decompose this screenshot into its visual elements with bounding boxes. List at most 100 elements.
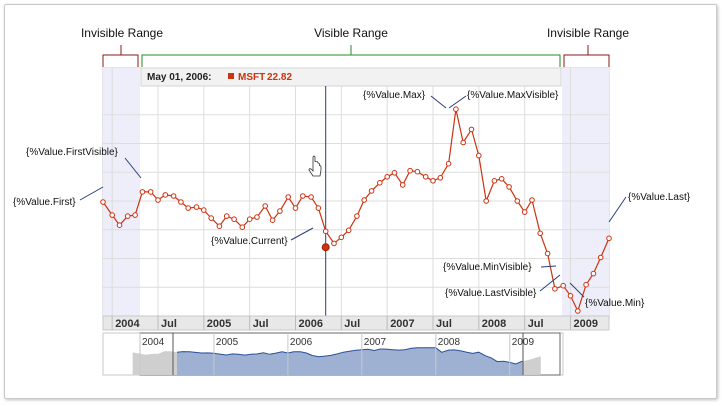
annotation-value-last-visible: {%Value.LastVisible} [445,288,537,299]
data-point [201,207,207,213]
x-tick-label: Jul [344,318,360,330]
annotation-value-last: {%Value.Last} [628,192,691,203]
data-point [170,193,177,199]
data-point [590,270,597,277]
annotation-value-current: {%Value.Current} [211,236,288,247]
series-markers [100,106,612,314]
annotation-value-min-visible: {%Value.MinVisible} [443,262,532,273]
legend-series-name: MSFT [238,72,265,83]
data-point [537,230,544,237]
data-point [399,182,406,188]
x-tick-label: 2006 [299,318,323,330]
x-tick-label: 2009 [574,318,598,330]
x-tick-label: Jul [436,318,452,330]
data-point [606,235,612,242]
data-point [597,254,604,261]
annotation-value-max-visible: {%Value.MaxVisible} [467,90,559,101]
leader-value-last [608,196,627,223]
data-point [185,205,191,211]
navigator-tick-label: 2006 [290,337,313,348]
data-point [246,216,253,222]
data-point [239,224,246,230]
data-point [361,197,368,203]
x-tick-label: 2007 [390,318,414,330]
leader-value-last-visible [539,274,561,292]
leader-value-first-visible [124,157,142,179]
visible-bracket [141,45,561,67]
legend-value: 22.82 [267,72,292,83]
data-point [560,282,567,289]
data-point [139,189,146,195]
data-point [345,227,352,234]
data-point [292,205,299,211]
current-data-point [321,243,330,252]
data-point [468,126,475,133]
data-point [147,189,154,195]
data-point [521,209,528,215]
x-tick-label: 2004 [115,318,140,330]
data-point [315,205,322,211]
data-point [483,198,490,204]
annotations: {%Value.First} {%Value.FirstVisible} {%V… [13,90,691,309]
data-point [368,188,375,194]
x-tick-label: 2008 [482,318,506,330]
data-point [575,308,581,314]
data-point [506,184,512,190]
leader-value-min [569,282,585,298]
x-tick-label: Jul [528,318,544,330]
invisible-range-right-label: Invisible Range [547,26,629,40]
data-point [262,203,269,209]
data-point [231,216,237,222]
data-point [269,217,276,223]
legend-marker [228,73,234,79]
navigator-tick-label: 2005 [216,337,239,348]
navigator-tick-label: 2007 [364,337,387,348]
data-point [132,212,138,218]
leader-value-current [290,227,314,241]
data-point [514,198,521,204]
data-point [354,213,360,219]
data-point [322,228,329,235]
data-point [285,194,292,200]
annotation-value-first-visible: {%Value.FirstVisible} [26,147,119,158]
grid [103,68,609,316]
data-point [338,234,345,241]
data-point [331,240,337,247]
data-point [437,175,444,181]
data-point [178,199,184,205]
invisible-right-bracket [563,45,610,67]
hand-cursor-icon [308,155,322,177]
leader-value-max [430,95,447,109]
data-point [116,222,123,228]
plot-area [102,67,610,318]
data-point [384,174,391,180]
annotation-value-min: {%Value.Min} [585,298,645,309]
x-tick-label: 2005 [207,318,231,330]
x-tick-label: Jul [161,318,177,330]
data-point [529,197,535,203]
annotation-value-first: {%Value.First} [13,197,76,208]
navigator: 2004 2005 2006 2007 2008 2009 [132,333,541,375]
annotation-value-max: {%Value.Max} [363,90,426,101]
legend-bar [140,67,562,87]
invisible-left-bracket [102,45,139,67]
x-axis-ticks: 2004 Jul 2005 Jul 2006 Jul 2007 Jul 2008 Jul 2009 [111,316,598,330]
navigator-tick-label: 2009 [512,337,535,348]
data-point [445,160,452,167]
data-point [476,152,482,159]
navigator-tick-label: 2004 [142,337,165,348]
data-point [391,170,398,176]
visible-range-label: Visible Range [314,26,388,40]
leader-value-min-visible [540,265,557,268]
data-point [100,199,106,205]
data-point [223,213,230,219]
navigator-line [176,347,523,365]
data-point [308,194,314,200]
leader-value-first [79,186,104,201]
data-point [460,139,467,146]
data-point [544,250,551,257]
data-point [453,106,459,112]
range-brackets: Invisible Range Visible Range Invisible … [81,26,629,67]
data-point [193,204,200,210]
